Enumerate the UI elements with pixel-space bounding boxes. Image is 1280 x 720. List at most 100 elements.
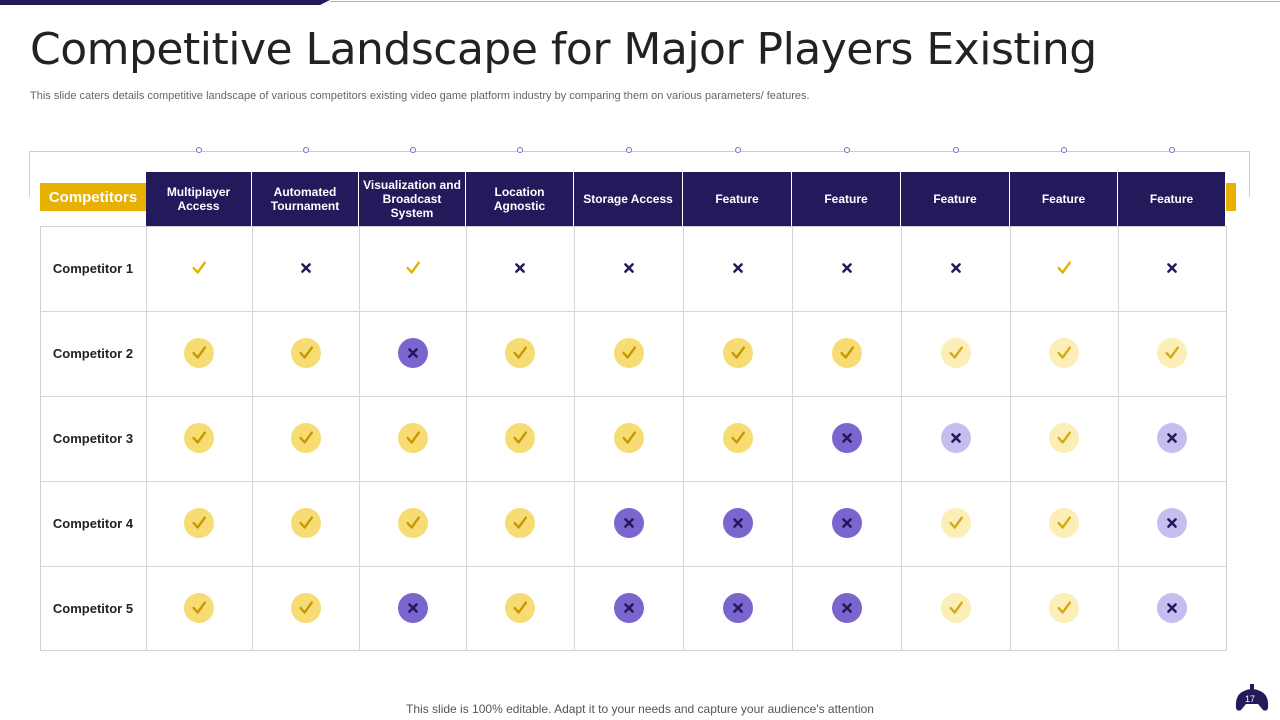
row-divider <box>40 481 1227 482</box>
check-icon <box>505 337 535 368</box>
row-label: Competitor 4 <box>52 516 134 531</box>
check-icon <box>290 592 321 623</box>
column-divider <box>901 226 902 651</box>
column-pin <box>625 147 632 153</box>
column-header: Feature <box>1010 172 1118 226</box>
row-divider <box>40 396 1227 397</box>
cross-icon <box>397 592 428 623</box>
gamepad-icon <box>1235 684 1269 711</box>
cross-icon <box>1157 507 1187 538</box>
check-icon <box>505 592 535 623</box>
cross-icon <box>1157 422 1187 453</box>
column-pin <box>302 147 309 153</box>
cross-icon <box>1157 592 1187 623</box>
check-icon <box>1157 337 1187 368</box>
column-pin <box>1169 147 1175 153</box>
check-icon <box>831 337 862 368</box>
column-header: Multiplayer Access <box>146 172 252 226</box>
column-header: Feature <box>901 172 1010 226</box>
cross-icon <box>940 422 971 453</box>
column-divider <box>359 226 360 651</box>
cross-icon <box>613 592 644 623</box>
check-icon <box>398 253 428 283</box>
cross-icon <box>831 507 862 538</box>
column-divider <box>146 226 147 651</box>
cross-icon <box>831 422 862 453</box>
cross-icon <box>505 253 535 283</box>
column-pin <box>1061 147 1067 153</box>
cross-icon <box>397 337 428 368</box>
row-divider <box>40 311 1227 312</box>
check-icon <box>613 422 644 453</box>
cross-icon <box>723 253 753 283</box>
slide-title: Competitive Landscape for Major Players … <box>30 24 1097 75</box>
cross-icon <box>941 253 971 283</box>
column-divider <box>252 226 253 651</box>
column-pin <box>517 147 523 153</box>
check-icon <box>290 507 321 538</box>
check-icon <box>940 592 971 623</box>
check-icon <box>184 592 214 623</box>
column-pin <box>734 147 741 153</box>
check-icon <box>397 507 428 538</box>
cross-icon <box>832 253 862 283</box>
competitors-header: Competitors <box>40 183 146 211</box>
column-pin <box>409 147 416 153</box>
column-pin <box>952 147 959 153</box>
check-icon <box>505 507 535 538</box>
check-icon <box>184 422 214 453</box>
check-icon <box>505 422 535 453</box>
check-icon <box>290 422 321 453</box>
cross-icon <box>613 507 644 538</box>
cross-icon <box>291 253 321 283</box>
footer-note: This slide is 100% editable. Adapt it to… <box>406 702 874 716</box>
row-label: Competitor 2 <box>52 346 134 361</box>
column-header: Feature <box>683 172 792 226</box>
column-header: Location Agnostic <box>466 172 574 226</box>
column-divider <box>792 226 793 651</box>
column-divider <box>1118 226 1119 651</box>
check-icon <box>940 337 971 368</box>
check-icon <box>1049 253 1079 283</box>
column-pin <box>196 147 202 153</box>
header-frame <box>29 151 1250 197</box>
check-icon <box>290 337 321 368</box>
check-icon <box>722 422 753 453</box>
top-accent-line <box>330 1 1280 2</box>
check-icon <box>184 253 214 283</box>
check-icon <box>184 507 214 538</box>
row-label: Competitor 1 <box>52 261 134 276</box>
check-icon <box>184 337 214 368</box>
cross-icon <box>1157 253 1187 283</box>
cross-icon <box>722 507 753 538</box>
check-icon <box>940 507 971 538</box>
row-label: Competitor 5 <box>52 601 134 616</box>
slide-subtitle: This slide caters details competitive la… <box>30 90 810 102</box>
column-header: Feature <box>1118 172 1226 226</box>
cross-icon <box>831 592 862 623</box>
column-header: Feature <box>792 172 901 226</box>
top-accent-bar <box>0 0 330 5</box>
check-icon <box>1049 507 1079 538</box>
table-body-frame <box>40 226 1227 651</box>
check-icon <box>722 337 753 368</box>
check-icon <box>613 337 644 368</box>
row-divider <box>40 566 1227 567</box>
column-divider <box>1010 226 1011 651</box>
column-divider <box>574 226 575 651</box>
row-label: Competitor 3 <box>52 431 134 446</box>
header-accent-right <box>1226 183 1236 211</box>
column-pin <box>843 147 850 153</box>
check-icon <box>1049 337 1079 368</box>
cross-icon <box>722 592 753 623</box>
page-number: 17 <box>1245 694 1256 704</box>
column-header: Storage Access <box>574 172 683 226</box>
check-icon <box>1049 592 1079 623</box>
column-divider <box>466 226 467 651</box>
check-icon <box>1049 422 1079 453</box>
cross-icon <box>614 253 644 283</box>
column-header: Visualization and Broadcast System <box>359 172 466 226</box>
column-header: Automated Tournament <box>252 172 359 226</box>
column-divider <box>683 226 684 651</box>
check-icon <box>397 422 428 453</box>
